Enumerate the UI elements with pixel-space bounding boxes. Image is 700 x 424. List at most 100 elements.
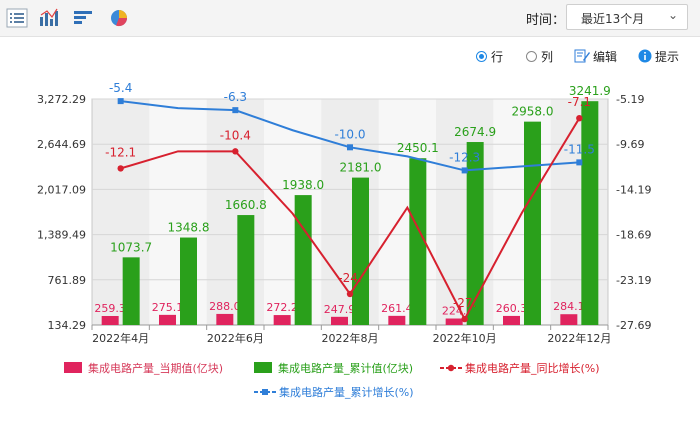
x-tick-label: 2022年12月: [547, 331, 611, 345]
cum-growth-label: -11.5: [564, 142, 595, 156]
time-range-select[interactable]: 最近13个月 ⌄: [566, 4, 688, 30]
yoy-label: -10.4: [220, 128, 251, 142]
left-axis-tick-label: 2,017.09: [37, 183, 86, 196]
legend-current[interactable]: 集成电路产量_当期值(亿块): [64, 360, 223, 376]
right-axis-tick-label: -23.19: [616, 274, 651, 287]
current-bar-label: 261.4: [381, 302, 413, 315]
current-bar-label: 247.9: [324, 303, 356, 316]
cumulative-bar-label: 3241.9: [569, 84, 611, 98]
current-bar-label: 260.3: [496, 302, 528, 315]
left-axis-tick-label: 3,272.29: [37, 93, 86, 106]
plot-band: [149, 99, 207, 325]
cumulative-bar: [466, 142, 484, 325]
row-option[interactable]: 行: [476, 48, 503, 65]
cumulative-bar: [352, 177, 369, 325]
current-bar: [503, 315, 520, 325]
cumulative-bar-label: 2181.0: [340, 161, 382, 175]
row-radio[interactable]: [476, 51, 487, 62]
current-bar-label: 284.1: [553, 300, 585, 313]
current-bar: [216, 313, 234, 325]
current-bar: [445, 318, 463, 325]
cum-growth-point: [347, 144, 353, 151]
current-bar: [159, 314, 176, 325]
cum-growth-label: -12.3: [449, 150, 480, 164]
tip-label: 提示: [655, 50, 680, 64]
plot-area: [91, 98, 609, 326]
cum-growth-label: -10.0: [334, 127, 365, 141]
cum-growth-line: [120, 100, 580, 172]
right-axis-tick-label: -18.69: [616, 229, 651, 242]
cumulative-bar-label: 1073.7: [110, 240, 152, 254]
toolbar: 时间： 最近13个月 ⌄: [0, 0, 700, 37]
cumulative-bar: [237, 215, 255, 325]
yoy-label: -7.1: [568, 95, 591, 109]
time-label: 时间：: [526, 13, 566, 28]
legend-current-swatch: [64, 362, 82, 373]
yoy-point: [117, 165, 124, 172]
cum-growth-label: -5.4: [109, 81, 132, 95]
edit-button[interactable]: 编辑: [574, 48, 617, 65]
x-tick-label: 2022年4月: [92, 331, 149, 345]
list-view-icon[interactable]: [6, 8, 28, 28]
time-range-value: 最近13个月: [581, 12, 645, 26]
legend-yoy-swatch: [440, 364, 462, 372]
cum-growth-point: [461, 167, 468, 174]
legend-current-label: 集成电路产量_当期值(亿块): [88, 362, 224, 375]
current-bar: [101, 315, 119, 325]
current-bar: [560, 314, 578, 325]
tip-button[interactable]: 提示: [638, 48, 679, 65]
cum-growth-point: [232, 107, 239, 114]
chevron-down-icon: ⌄: [667, 8, 678, 22]
current-bar: [273, 315, 291, 325]
info-icon: [638, 49, 652, 63]
plot-band: [493, 99, 551, 325]
cumulative-bar-label: 1348.8: [168, 221, 210, 235]
right-axis-tick-label: -5.19: [616, 93, 644, 106]
plot-band: [378, 99, 436, 325]
pie-chart-icon[interactable]: [108, 8, 130, 28]
yoy-point: [346, 290, 354, 298]
legend-cum-growth[interactable]: 集成电路产量_累计增长(%): [254, 384, 414, 400]
column-label: 列: [541, 50, 554, 64]
yoy-line: [120, 117, 581, 322]
cumulative-bar: [409, 158, 427, 325]
yoy-label: -24.: [338, 271, 361, 285]
legend-cumulative[interactable]: 集成电路产量_累计值(亿块): [254, 360, 413, 376]
left-axis-tick-label: 1,389.49: [37, 229, 86, 242]
plot-band: [264, 99, 322, 325]
bar-chart-icon[interactable]: [38, 8, 60, 28]
right-axis-tick-label: -9.69: [616, 138, 644, 151]
yoy-label: -27.: [453, 296, 476, 310]
current-bar-label: 275.1: [152, 301, 184, 314]
current-bar-label: 288.0: [209, 300, 241, 313]
x-tick-label: 2022年10月: [433, 331, 497, 345]
legend-cum-growth-label: 集成电路产量_累计增长(%): [279, 386, 414, 399]
right-axis-tick-label: -27.69: [616, 319, 651, 332]
column-option[interactable]: 列: [526, 48, 553, 65]
cumulative-bar: [294, 195, 312, 325]
right-axis-tick-label: -14.19: [616, 183, 651, 196]
yoy-label: -12.1: [105, 145, 136, 159]
cumulative-bar: [581, 101, 599, 326]
current-bar-label: 224.: [442, 305, 467, 318]
yoy-point: [232, 148, 239, 155]
yoy-point: [461, 315, 468, 323]
legend-yoy[interactable]: 集成电路产量_同比增长(%): [440, 360, 600, 376]
yoy-point: [576, 114, 583, 122]
cumulative-bar-label: 1938.0: [282, 178, 324, 192]
left-axis-tick-label: 2,644.69: [37, 138, 86, 151]
cum-growth-point: [117, 98, 124, 105]
cumulative-bar-label: 2958.0: [512, 105, 554, 119]
horizontal-bar-icon[interactable]: [72, 8, 94, 28]
cumulative-bar: [180, 237, 197, 325]
row-label: 行: [491, 50, 504, 64]
current-bar: [331, 316, 348, 325]
legend-yoy-label: 集成电路产量_同比增长(%): [465, 362, 600, 375]
column-radio[interactable]: [526, 51, 537, 62]
x-tick-label: 2022年6月: [207, 331, 264, 345]
left-axis-tick-label: 134.29: [48, 319, 87, 332]
legend-cumulative-swatch: [254, 362, 272, 373]
cum-growth-point: [576, 159, 583, 166]
edit-icon: [574, 49, 590, 63]
current-bar-label: 272.2: [266, 301, 298, 314]
